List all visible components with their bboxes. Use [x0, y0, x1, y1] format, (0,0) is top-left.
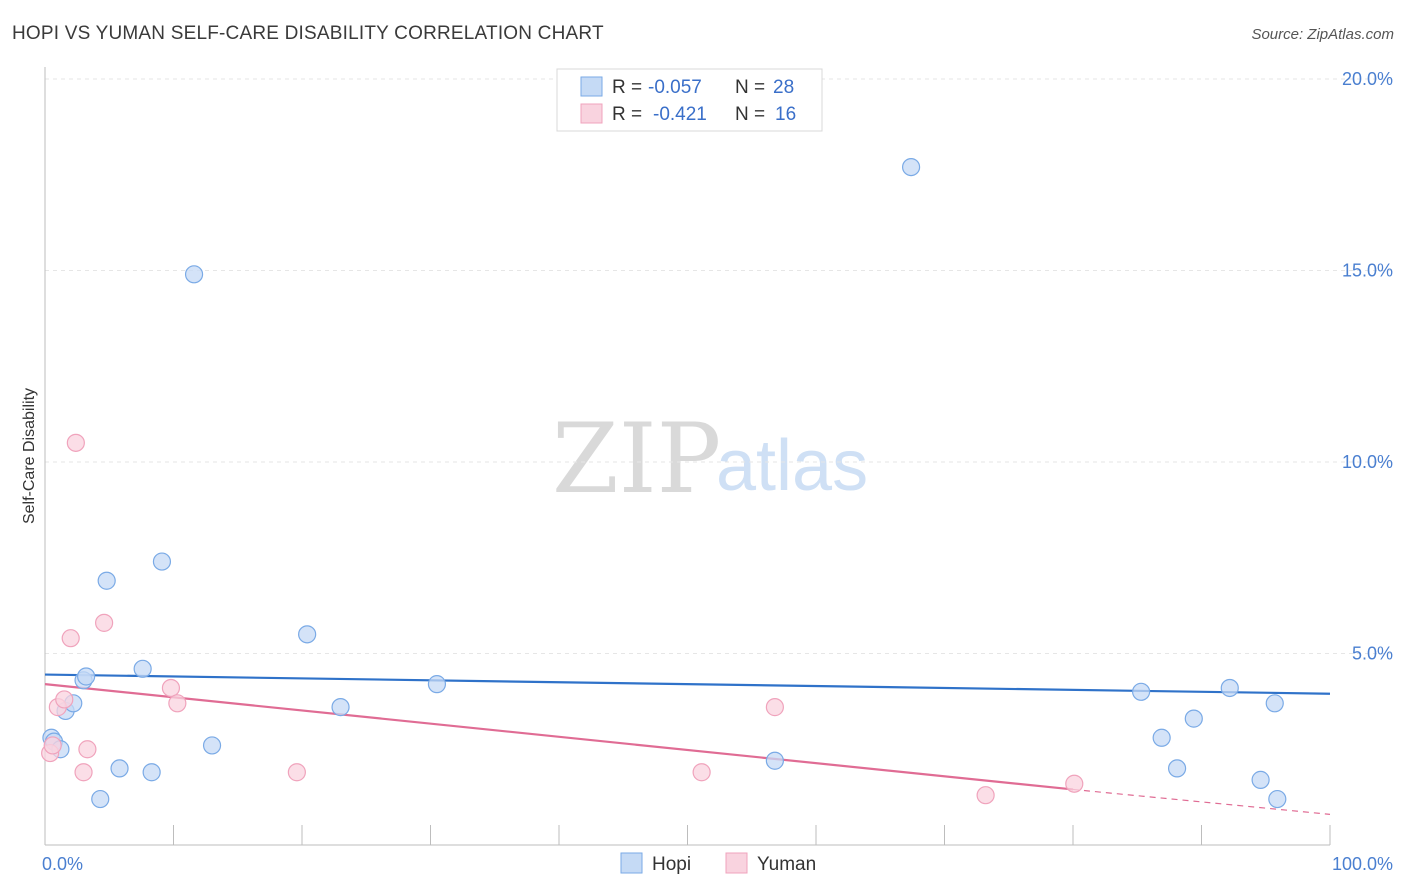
data-point-hopi	[153, 553, 170, 570]
data-point-hopi	[1185, 710, 1202, 727]
data-point-hopi	[903, 159, 920, 176]
bottom-legend-label-yuman: Yuman	[757, 854, 816, 875]
data-point-yuman	[766, 699, 783, 716]
x-tick-labels: 0.0% 100.0%	[42, 854, 1393, 874]
data-point-hopi	[1169, 760, 1186, 777]
data-point-yuman	[75, 764, 92, 781]
chart-title: HOPI VS YUMAN SELF-CARE DISABILITY CORRE…	[12, 23, 604, 44]
data-point-yuman	[67, 434, 84, 451]
scatter-chart: HOPI VS YUMAN SELF-CARE DISABILITY CORRE…	[0, 0, 1406, 892]
data-point-hopi	[98, 572, 115, 589]
legend-r-value-yuman: -0.421	[653, 104, 707, 125]
legend-box: R = -0.057 N = 28 R = -0.421 N = 16	[557, 69, 822, 131]
y-tick-label: 5.0%	[1352, 644, 1393, 664]
chart-source: Source: ZipAtlas.com	[1251, 26, 1394, 43]
data-point-yuman	[288, 764, 305, 781]
bottom-legend-swatch-hopi	[621, 853, 642, 873]
data-point-yuman	[693, 764, 710, 781]
data-point-yuman	[162, 679, 179, 696]
bottom-legend-label-hopi: Hopi	[652, 854, 691, 875]
data-point-hopi	[766, 752, 783, 769]
data-point-hopi	[1252, 771, 1269, 788]
legend-swatch-yuman	[581, 104, 602, 123]
legend-swatch-hopi	[581, 77, 602, 96]
x-tick-label: 0.0%	[42, 854, 83, 874]
data-point-hopi	[204, 737, 221, 754]
data-point-hopi	[1269, 791, 1286, 808]
gridlines	[45, 79, 1392, 654]
data-point-hopi	[92, 791, 109, 808]
trend-line-dashed-yuman	[1073, 789, 1330, 814]
legend-r-label-hopi: R =	[612, 77, 642, 98]
data-point-hopi	[332, 699, 349, 716]
data-point-hopi	[299, 626, 316, 643]
watermark-atlas: atlas	[716, 426, 868, 506]
watermark: ZIP atlas	[552, 403, 868, 515]
data-point-hopi	[1153, 729, 1170, 746]
data-point-yuman	[44, 737, 61, 754]
y-tick-label: 15.0%	[1342, 261, 1393, 281]
data-point-hopi	[1133, 683, 1150, 700]
data-point-hopi	[1221, 679, 1238, 696]
data-point-yuman	[1066, 775, 1083, 792]
data-point-hopi	[111, 760, 128, 777]
bottom-legend: Hopi Yuman	[621, 853, 816, 875]
data-point-hopi	[1266, 695, 1283, 712]
data-point-yuman	[79, 741, 96, 758]
data-point-hopi	[78, 668, 95, 685]
data-point-yuman	[977, 787, 994, 804]
legend-r-label-yuman: R =	[612, 104, 642, 125]
x-tick-label: 100.0%	[1332, 854, 1393, 874]
data-point-yuman	[56, 691, 73, 708]
y-axis-label: Self-Care Disability	[21, 388, 38, 524]
legend-n-label-yuman: N =	[735, 104, 765, 125]
data-point-hopi	[143, 764, 160, 781]
bottom-legend-swatch-yuman	[726, 853, 747, 873]
y-tick-labels: 5.0% 10.0% 15.0% 20.0%	[1342, 69, 1393, 664]
trend-line-yuman	[45, 684, 1073, 789]
data-point-yuman	[169, 695, 186, 712]
legend-n-value-hopi: 28	[773, 77, 794, 98]
legend-r-value-hopi: -0.057	[648, 77, 702, 98]
data-point-hopi	[186, 266, 203, 283]
data-point-yuman	[62, 630, 79, 647]
data-point-hopi	[134, 660, 151, 677]
watermark-zip: ZIP	[552, 403, 721, 515]
data-point-yuman	[96, 614, 113, 631]
y-tick-label: 10.0%	[1342, 452, 1393, 472]
legend-n-value-yuman: 16	[775, 104, 796, 125]
legend-n-label-hopi: N =	[735, 77, 765, 98]
y-tick-label: 20.0%	[1342, 69, 1393, 89]
data-point-hopi	[428, 676, 445, 693]
